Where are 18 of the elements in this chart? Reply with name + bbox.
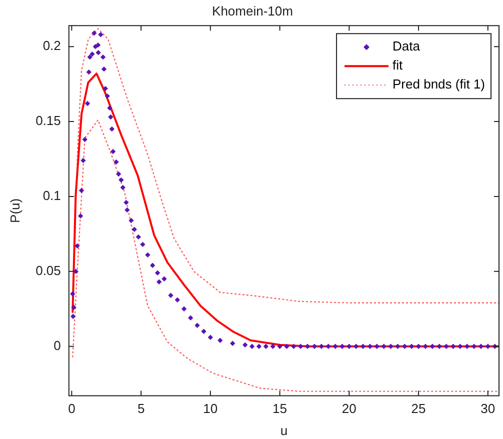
y-tick-label: 0.1: [42, 188, 61, 204]
x-tick-label: 5: [137, 401, 145, 416]
legend-label: fit: [392, 58, 404, 73]
x-tick-label: 20: [342, 401, 356, 416]
x-tick-label: 10: [203, 401, 218, 416]
chart-title: Khomein-10m: [212, 3, 293, 18]
x-tick-label: 30: [480, 401, 496, 416]
y-tick-label: 0: [54, 338, 61, 353]
x-tick-label: 25: [411, 401, 426, 416]
x-axis-title: u: [280, 422, 288, 438]
y-tick-label: 0.05: [36, 262, 61, 278]
legend-label: Data: [392, 38, 421, 54]
y-tick-label: 0.2: [42, 38, 61, 54]
y-axis-title: P(u): [7, 198, 22, 223]
x-tick-label: 15: [272, 401, 288, 416]
x-tick-label: 0: [68, 401, 76, 416]
legend-label: Pred bnds (fit 1): [392, 76, 486, 92]
y-tick-label: 0.15: [36, 113, 61, 128]
